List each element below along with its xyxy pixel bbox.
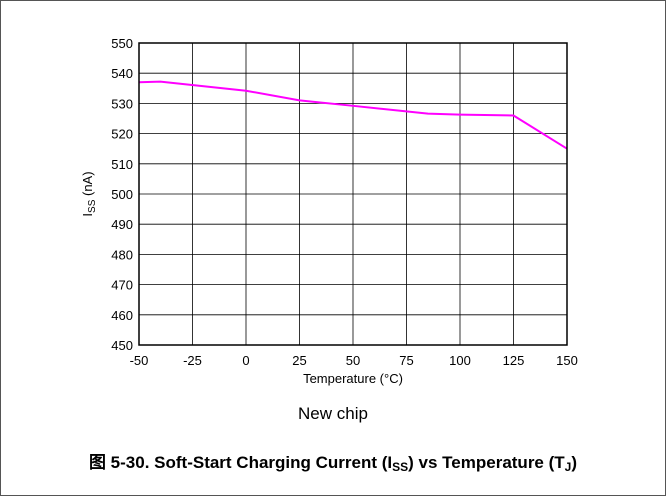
x-tick-label: 25 xyxy=(292,353,306,368)
x-tick-label: 75 xyxy=(399,353,413,368)
figure-title-sub-ss: SS xyxy=(392,460,409,474)
x-axis-label: Temperature (°C) xyxy=(303,371,403,386)
series-layer xyxy=(138,80,568,150)
y-tick-label: 460 xyxy=(111,308,133,323)
figure-title-middle: ) vs Temperature (T xyxy=(408,453,565,472)
x-tick-label: 50 xyxy=(346,353,360,368)
y-tick-label: 510 xyxy=(111,157,133,172)
y-axis-label-prefix: I xyxy=(80,213,95,217)
figure-title-sub-j: J xyxy=(564,460,572,474)
x-tick-label: -50 xyxy=(130,353,149,368)
y-tick-label: 530 xyxy=(111,96,133,111)
y-tick-label: 470 xyxy=(111,278,133,293)
x-tick-labels: -50 -25 0 25 50 75 100 125 150 xyxy=(130,353,578,368)
y-axis-label-suffix: (nA) xyxy=(80,171,95,199)
y-tick-label: 540 xyxy=(111,66,133,81)
figure-title-suffix: ) xyxy=(571,453,578,472)
y-tick-label: 490 xyxy=(111,217,133,232)
chart-caption: New chip xyxy=(298,404,368,423)
y-tick-label: 520 xyxy=(111,127,133,142)
y-tick-label: 550 xyxy=(111,36,133,51)
y-axis-label: ISS (nA) xyxy=(80,171,98,216)
y-axis-label-sub: SS xyxy=(87,199,98,213)
x-tick-label: 0 xyxy=(242,353,249,368)
y-tick-label: 480 xyxy=(111,247,133,262)
y-tick-label: 450 xyxy=(111,338,133,353)
y-tick-label: 500 xyxy=(111,187,133,202)
figure-title-prefix: 图 5-30. Soft-Start Charging Current (I xyxy=(88,453,393,472)
y-tick-labels: 450 460 470 480 490 500 510 520 530 540 550 xyxy=(111,36,133,353)
grid-lines xyxy=(138,42,568,346)
x-tick-label: 100 xyxy=(449,353,471,368)
series-line xyxy=(138,80,568,150)
x-tick-label: -25 xyxy=(183,353,202,368)
x-tick-label: 125 xyxy=(503,353,525,368)
x-tick-label: 150 xyxy=(556,353,578,368)
figure-title: 图 5-30. Soft-Start Charging Current (ISS… xyxy=(0,448,666,474)
plot-area-border xyxy=(138,42,568,346)
